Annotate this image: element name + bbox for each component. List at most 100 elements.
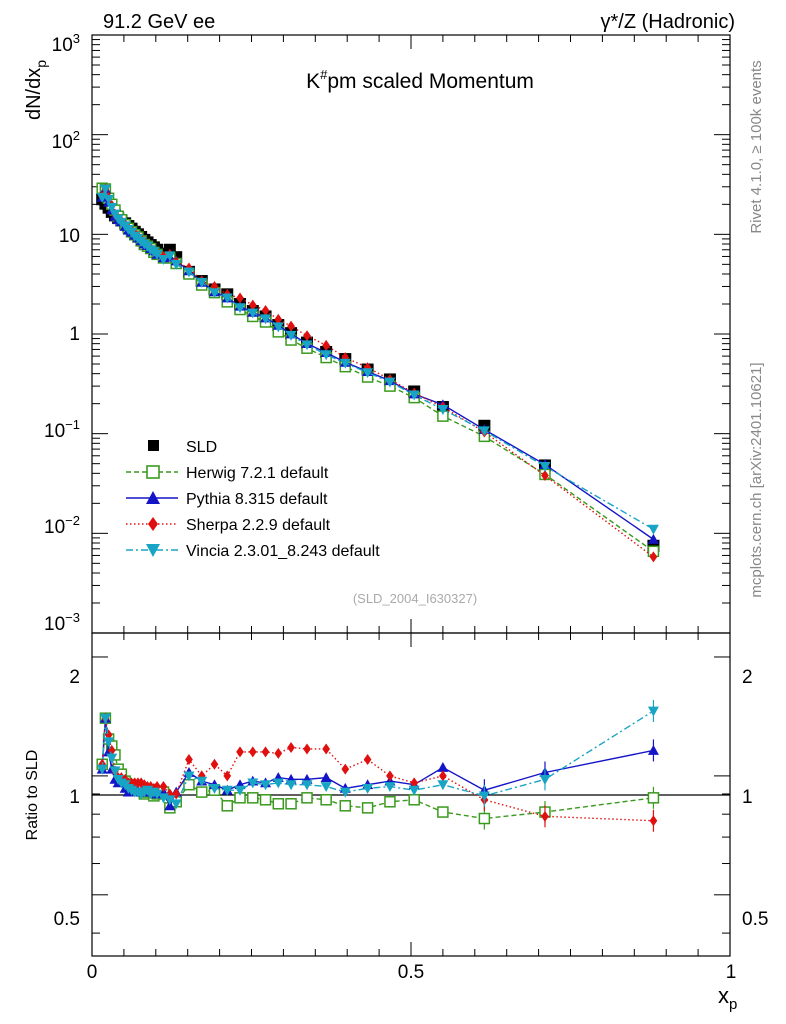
data-point [164,795,176,806]
legend-entry-sld: SLD [148,439,217,456]
data-point [647,792,660,804]
data-point [109,766,121,777]
data-point [259,794,272,806]
ratio-y-tick-label: 1 [69,787,80,808]
ratio-series-vincia [96,699,659,810]
data-point [647,524,659,535]
data-point [185,754,193,766]
data-point [322,339,330,351]
y-tick-label: 10−2 [44,513,80,538]
data-point [649,815,658,827]
data-point [384,796,396,808]
data-point [223,770,232,782]
data-point [303,743,311,755]
x-axis-label: xp [718,983,737,1013]
data-point [195,786,208,798]
data-point [303,330,311,342]
series-line [101,187,654,558]
data-point [236,292,244,304]
data-point [221,785,233,796]
data-point [285,780,297,791]
data-point [248,299,257,311]
legend-entry-pythia: Pythia 8.315 default [126,491,328,508]
data-point [539,461,551,472]
data-point [103,194,115,205]
data-point [320,782,332,793]
data-point [248,746,257,758]
data-point [196,277,208,288]
data-point [437,405,449,415]
y-tick-label: 10 [59,226,80,247]
data-point [261,746,270,758]
data-point [261,305,270,317]
series-line [102,187,654,552]
ratio-series [96,699,660,832]
legend-entry-herwig: Herwig 7.2.1 default [126,465,329,482]
ratio-y-tick-label: 0.5 [54,909,80,930]
data-point [247,792,259,804]
data-point [287,741,295,753]
x-tick-label: 1 [726,962,737,983]
legend-label: Vincia 2.3.01_8.243 default [186,543,380,560]
main-series [96,182,660,563]
y-tick-label: 103 [52,31,80,56]
data-point [478,426,490,437]
ratio-y-tick-label-right: 1 [742,787,753,808]
data-point [320,794,332,806]
legend-entry-sherpa: Sherpa 2.2.9 default [126,517,331,534]
data-point [408,794,420,806]
data-point [339,358,351,369]
series-sherpa [98,183,658,563]
data-point [341,763,350,775]
data-point [361,802,374,814]
data-point [386,770,394,782]
ratio-y-tick-label-right: 2 [742,667,753,688]
legend-marker [146,465,160,479]
data-point [362,783,374,794]
data-point [247,308,259,319]
data-point [362,368,374,379]
x-tick-label: 0.5 [398,962,424,983]
data-point [208,288,220,299]
data-point [234,303,246,314]
data-point [339,787,351,798]
legend-marker [148,440,159,451]
legend-entry-vincia: Vincia 2.3.01_8.243 default [126,543,380,560]
data-point [437,762,449,772]
data-point [208,783,220,794]
data-point [183,771,195,782]
data-point [647,744,659,755]
data-point [170,799,182,810]
y-tick-label: 102 [52,128,80,153]
data-point [437,806,449,818]
data-point [272,778,284,789]
data-point [260,314,272,325]
data-point [363,362,372,374]
rivet-label: Rivet 4.1.0, ≥ 100k events [748,60,765,233]
legend-label: SLD [186,439,217,456]
series-line [101,186,654,530]
mcplots-label: mcplots.cern.ch [arXiv:2401.10621] [748,362,765,597]
data-point [649,551,658,563]
data-point [107,744,116,756]
data-point [363,754,372,766]
main-ylabel: dN/dxp [23,60,49,120]
data-point [234,785,246,796]
data-point [274,747,283,759]
data-point [236,746,244,758]
data-point [170,259,182,270]
data-point [408,785,420,796]
data-point [339,800,352,812]
y-tick-label: 1 [69,324,80,345]
data-point [272,798,285,810]
data-point [210,758,219,770]
legend-marker [146,491,160,504]
ratio-series-herwig [96,712,660,830]
data-point [408,390,420,401]
process-label: γ*/Z (Hadronic) [601,11,735,33]
data-point [285,798,297,810]
data-point [410,777,419,789]
data-point [221,800,234,812]
y-tick-label: 10−3 [44,610,80,635]
